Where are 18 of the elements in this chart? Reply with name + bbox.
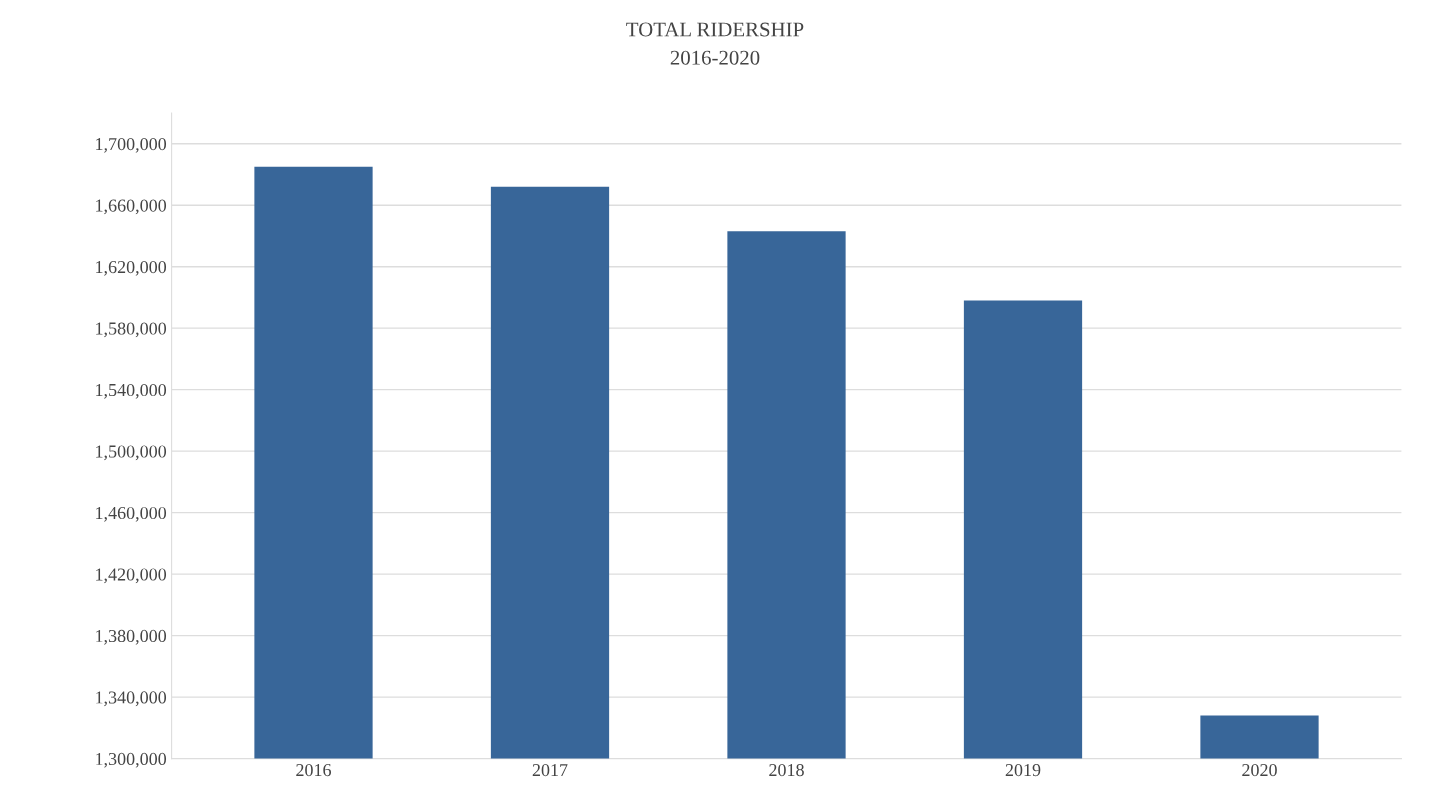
- y-tick-label: 1,700,000: [96, 137, 167, 153]
- chart-subtitle: 2016-2020: [670, 50, 760, 65]
- y-tick-label: 1,540,000: [96, 383, 167, 399]
- y-tick-label: 1,300,000: [96, 752, 167, 768]
- chart-title: TOTAL RIDERSHIP: [626, 22, 804, 37]
- x-tick-label: 2019: [1005, 763, 1041, 777]
- y-tick-label: 1,340,000: [96, 691, 167, 707]
- x-tick-label: 2018: [769, 763, 804, 777]
- y-tick-label: 1,500,000: [96, 445, 167, 461]
- x-tick-label: 2017: [532, 763, 568, 777]
- y-tick-label: 1,380,000: [96, 629, 167, 645]
- y-tick-label: 1,660,000: [96, 199, 167, 215]
- x-tick-label: 2020: [1242, 763, 1277, 777]
- y-tick-label: 1,420,000: [96, 568, 167, 584]
- y-tick-label: 1,580,000: [96, 322, 167, 338]
- x-tick-label: 2016: [296, 763, 332, 777]
- y-tick-label: 1,460,000: [96, 506, 167, 522]
- y-tick-label: 1,620,000: [96, 260, 167, 276]
